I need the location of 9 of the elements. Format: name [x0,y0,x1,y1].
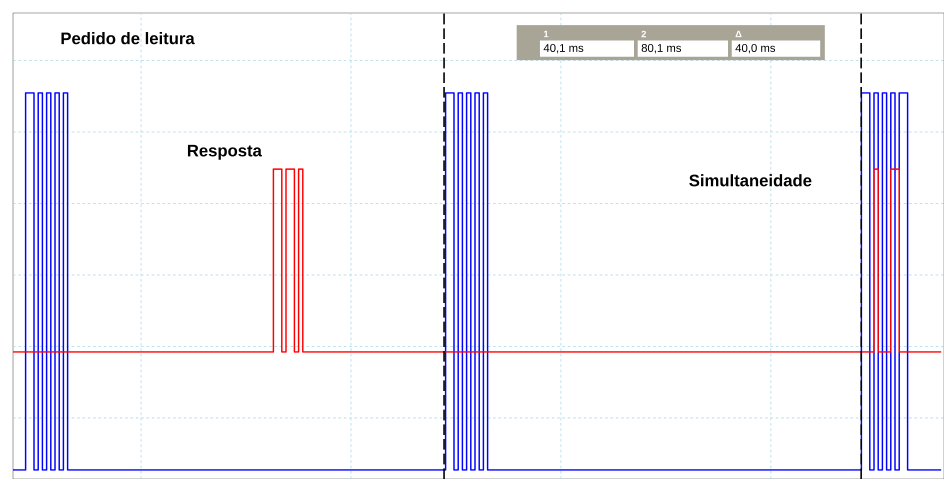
annotation: Resposta [188,144,262,160]
text: Pedido de leitura [61,32,195,44]
annotation: Simultaneidade [689,174,812,186]
text: Δ [736,30,742,38]
text: 1 [544,30,548,38]
text: 80,1 ms [642,44,682,54]
text: 2 [641,30,646,38]
text: 40,1 ms [544,44,584,54]
text: 40,0 ms [735,44,776,54]
